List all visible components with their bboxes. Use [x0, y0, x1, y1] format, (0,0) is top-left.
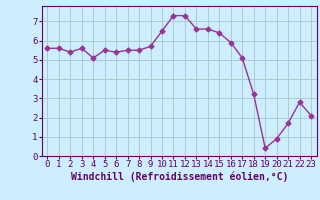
X-axis label: Windchill (Refroidissement éolien,°C): Windchill (Refroidissement éolien,°C): [70, 172, 288, 182]
